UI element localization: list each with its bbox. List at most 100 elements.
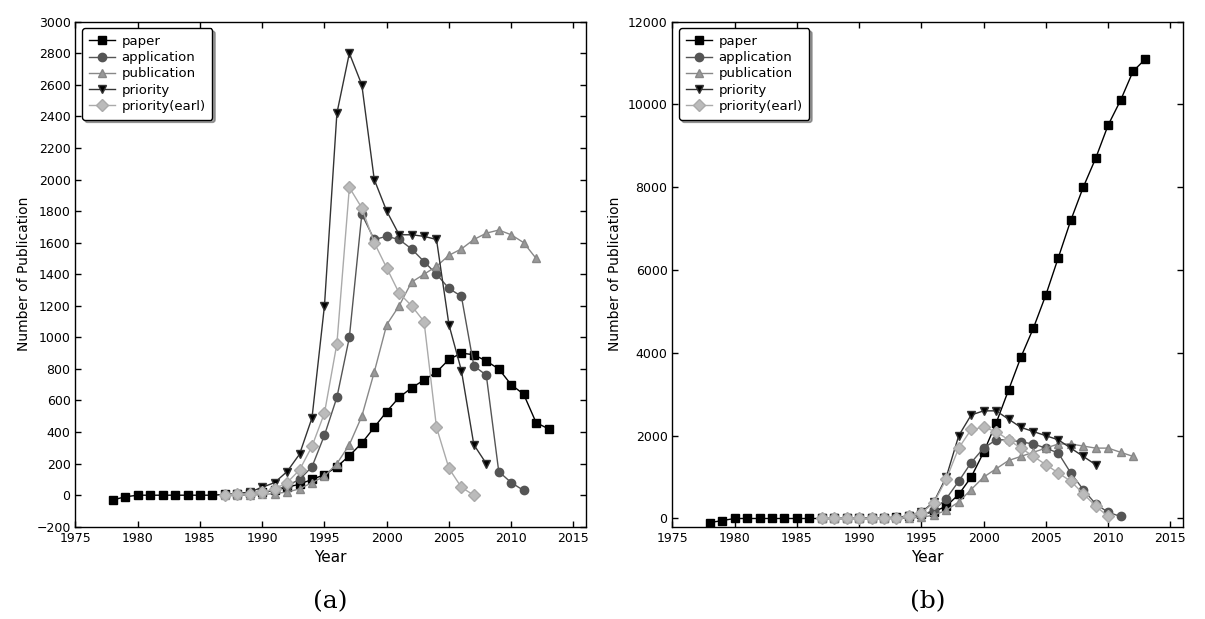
priority(earl) [864,515,878,522]
publication [877,515,892,522]
paper [480,357,494,365]
publication [492,227,506,234]
application [454,293,469,300]
application [429,271,443,278]
application [827,515,841,522]
publication [1101,444,1116,452]
priority [976,407,991,415]
Y-axis label: Number of Publication: Number of Publication [17,197,30,352]
Y-axis label: Number of Publication: Number of Publication [609,197,622,352]
paper [106,496,120,504]
publication [305,479,319,487]
application [989,436,1004,444]
publication [517,239,531,246]
publication [989,465,1004,472]
paper [517,391,531,398]
application [368,236,382,243]
publication [815,515,829,522]
priority [1088,461,1103,469]
priority(earl) [392,290,406,297]
paper [1101,121,1116,129]
paper [1139,55,1153,63]
priority [392,231,406,238]
publication [1001,457,1016,464]
paper [143,491,158,499]
priority [1076,452,1091,460]
priority [827,515,841,522]
priority(earl) [230,491,245,498]
priority(earl) [293,466,307,474]
paper [317,471,331,478]
publication [1039,444,1053,452]
paper [752,515,766,522]
publication [852,515,866,522]
priority(earl) [901,513,916,520]
paper [454,350,469,357]
application [405,245,419,253]
publication [864,515,878,522]
Line: paper: paper [706,54,1150,527]
publication [429,262,443,270]
application [417,258,431,266]
application [815,515,829,522]
Line: application: application [221,210,528,500]
priority(earl) [466,491,481,499]
priority(earl) [989,428,1004,435]
priority [368,176,382,183]
application [964,459,978,466]
paper [952,491,966,498]
application [1088,500,1103,508]
priority [293,451,307,458]
paper [939,503,953,510]
paper [765,515,780,522]
priority [342,50,357,57]
paper [466,351,481,358]
priority(earl) [317,409,331,417]
X-axis label: Year: Year [315,550,347,565]
priority [417,233,431,240]
priority(earl) [964,426,978,433]
publication [255,491,270,498]
Legend: paper, application, publication, priority, priority(earl): paper, application, publication, priorit… [82,28,212,119]
priority [815,515,829,522]
priority(earl) [852,515,866,522]
paper [293,480,307,488]
paper [803,515,817,522]
application [877,514,892,522]
paper [964,474,978,481]
paper [715,517,729,524]
publication [317,472,331,480]
application [1001,436,1016,444]
Line: priority(earl): priority(earl) [818,423,1112,522]
application [939,495,953,503]
publication [901,514,916,522]
priority(earl) [242,490,257,497]
priority [901,513,916,520]
priority [964,411,978,418]
paper [1027,324,1041,332]
publication [268,490,282,497]
publication [529,255,543,262]
paper [255,488,270,496]
priority [268,479,282,487]
application [952,477,966,485]
publication [939,506,953,514]
application [268,487,282,494]
paper [1113,97,1128,104]
priority [864,515,878,522]
paper [1125,67,1140,75]
application [392,236,406,243]
publication [1113,449,1128,456]
paper [118,493,133,501]
priority [230,490,245,497]
priority(earl) [1013,444,1028,452]
Line: priority(earl): priority(earl) [221,183,478,500]
publication [342,441,357,448]
X-axis label: Year: Year [911,550,944,565]
application [218,491,233,499]
publication [504,231,518,238]
paper [703,519,717,526]
priority [952,432,966,439]
paper [442,356,457,363]
publication [392,302,406,310]
